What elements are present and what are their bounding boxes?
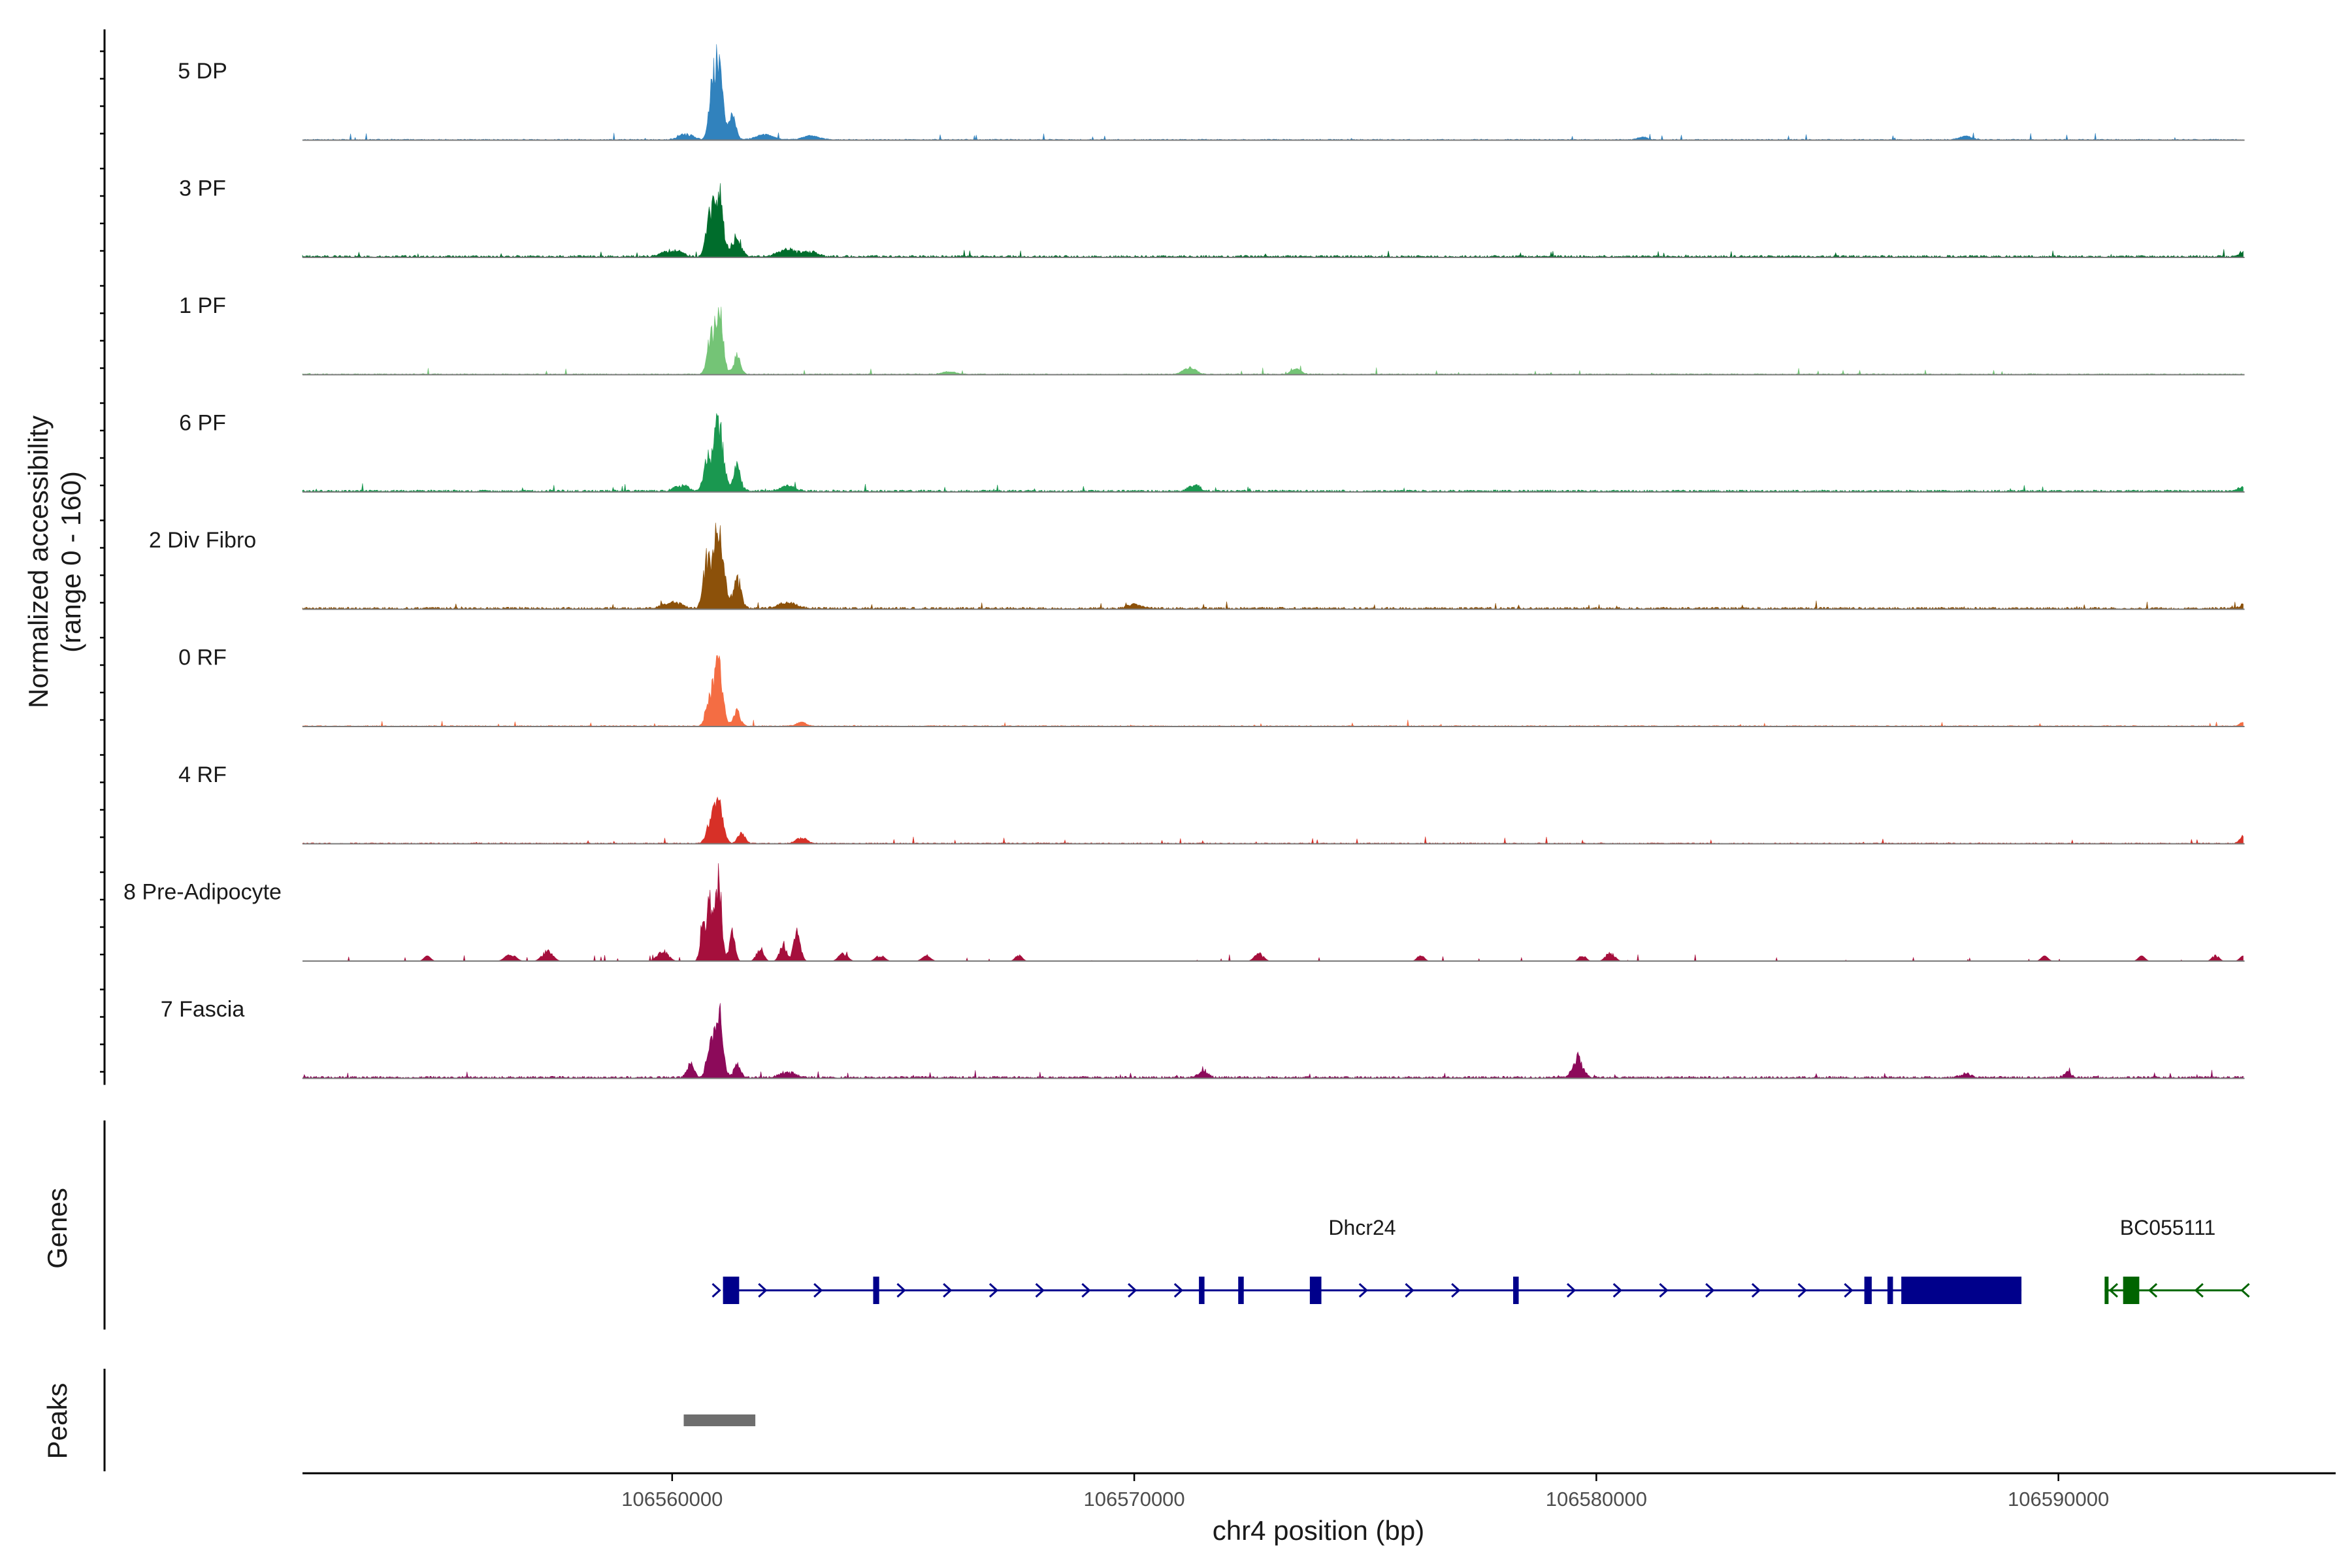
strand-arrow bbox=[1081, 1282, 1091, 1298]
gene-exon bbox=[1513, 1277, 1519, 1304]
strand-arrow bbox=[758, 1282, 768, 1298]
coverage-area bbox=[302, 183, 2244, 258]
x-tick-label: 106560000 bbox=[621, 1488, 723, 1511]
coverage-area bbox=[302, 523, 2244, 610]
gene-label: BC055111 bbox=[2120, 1216, 2215, 1239]
gene-exon bbox=[873, 1277, 879, 1304]
strand-arrow bbox=[2194, 1282, 2204, 1298]
strand-arrow bbox=[1566, 1282, 1576, 1298]
gene-exon bbox=[1238, 1277, 1244, 1304]
track-6-pf: 6 PF bbox=[179, 410, 2245, 493]
gene-exon bbox=[1864, 1277, 1872, 1304]
track-label: 6 PF bbox=[179, 410, 226, 435]
strand-arrow bbox=[988, 1282, 999, 1298]
track-2-div-fibro: 2 Div Fibro bbox=[149, 523, 2245, 610]
track-label: 5 DP bbox=[178, 59, 227, 84]
coverage-area bbox=[302, 863, 2244, 962]
gene-dhcr24: Dhcr24 bbox=[711, 1216, 2022, 1304]
y-axis-title: Normalized accessibility (range 0 - 160) bbox=[23, 416, 86, 708]
gene-exon bbox=[1199, 1277, 1205, 1304]
strand-arrow bbox=[1844, 1282, 1854, 1298]
genes-track: Genes Dhcr24 BC055111 bbox=[42, 1120, 2250, 1330]
coverage-area bbox=[302, 655, 2244, 727]
called-peaks bbox=[683, 1414, 756, 1426]
gene-label: Dhcr24 bbox=[1328, 1216, 1396, 1239]
track-7-fascia: 7 Fascia bbox=[161, 997, 2245, 1079]
strand-arrow bbox=[1451, 1282, 1461, 1298]
gene-exon bbox=[2104, 1277, 2109, 1304]
strand-arrow bbox=[2108, 1282, 2118, 1298]
gene-bc055111: BC055111 bbox=[2104, 1216, 2250, 1304]
track-5-dp: 5 DP bbox=[178, 44, 2245, 141]
x-tick-label: 106590000 bbox=[2008, 1488, 2109, 1511]
strand-arrow bbox=[711, 1282, 721, 1298]
gene-exon bbox=[1887, 1277, 1893, 1304]
x-axis-ticks: 106560000 106570000 106580000 106590000 bbox=[621, 1473, 2109, 1511]
track-1-pf: 1 PF bbox=[179, 293, 2245, 376]
strand-arrow bbox=[1797, 1282, 1807, 1298]
gene-exon bbox=[723, 1277, 740, 1304]
strand-arrow bbox=[1612, 1282, 1622, 1298]
track-label: 8 Pre-Adipocyte bbox=[123, 879, 282, 904]
strand-arrow bbox=[943, 1282, 953, 1298]
gene-exon bbox=[1901, 1277, 2022, 1304]
strand-arrow bbox=[1705, 1282, 1715, 1298]
y-axis-title-line2: (range 0 - 160) bbox=[56, 471, 86, 653]
gene-exon bbox=[1309, 1277, 1322, 1304]
strand-arrow bbox=[1659, 1282, 1669, 1298]
peaks-track: Peaks bbox=[42, 1369, 756, 1471]
coverage-area bbox=[302, 306, 2244, 376]
peaks-track-title: Peaks bbox=[42, 1383, 73, 1460]
x-axis: 106560000 106570000 106580000 106590000 chr… bbox=[302, 1472, 2336, 1546]
coverage-tracks: 5 DP 3 PF 1 PF 6 PF 2 Div Fibro 0 RF 4 RF 8 Pre… bbox=[123, 44, 2245, 1079]
strand-arrow bbox=[896, 1282, 906, 1298]
x-tick-label: 106580000 bbox=[1546, 1488, 1647, 1511]
coverage-area bbox=[302, 796, 2244, 844]
coverage-y-axis bbox=[100, 29, 106, 1085]
strand-arrow bbox=[2148, 1282, 2158, 1298]
strand-arrow bbox=[1128, 1282, 1137, 1298]
x-tick-label: 106570000 bbox=[1084, 1488, 1185, 1511]
gene-exon bbox=[2123, 1277, 2140, 1304]
track-label: 1 PF bbox=[179, 293, 226, 318]
strand-arrow bbox=[1173, 1282, 1184, 1298]
coverage-area bbox=[302, 413, 2244, 493]
strand-arrow bbox=[1405, 1282, 1414, 1298]
coverage-area bbox=[302, 1003, 2244, 1079]
strand-arrow bbox=[1035, 1282, 1045, 1298]
track-4-rf: 4 RF bbox=[178, 762, 2245, 845]
strand-arrow bbox=[1358, 1282, 1368, 1298]
track-label: 7 Fascia bbox=[161, 997, 245, 1022]
track-label: 0 RF bbox=[178, 645, 227, 670]
track-label: 2 Div Fibro bbox=[149, 528, 256, 553]
genes-track-title: Genes bbox=[42, 1188, 73, 1269]
track-label: 4 RF bbox=[178, 762, 227, 787]
called-peak bbox=[683, 1414, 756, 1426]
x-axis-title: chr4 position (bp) bbox=[1213, 1515, 1425, 1546]
gene-models: Dhcr24 BC055111 bbox=[711, 1216, 2250, 1304]
y-axis-title-line1: Normalized accessibility bbox=[23, 416, 54, 708]
coverage-area bbox=[302, 44, 2244, 140]
track-3-pf: 3 PF bbox=[179, 176, 2245, 258]
strand-arrow bbox=[1751, 1282, 1761, 1298]
track-0-rf: 0 RF bbox=[178, 645, 2245, 727]
track-label: 3 PF bbox=[179, 176, 226, 201]
strand-arrow bbox=[813, 1282, 823, 1298]
track-8-pre-adipocyte: 8 Pre-Adipocyte bbox=[123, 863, 2245, 962]
strand-arrow bbox=[2240, 1282, 2250, 1298]
